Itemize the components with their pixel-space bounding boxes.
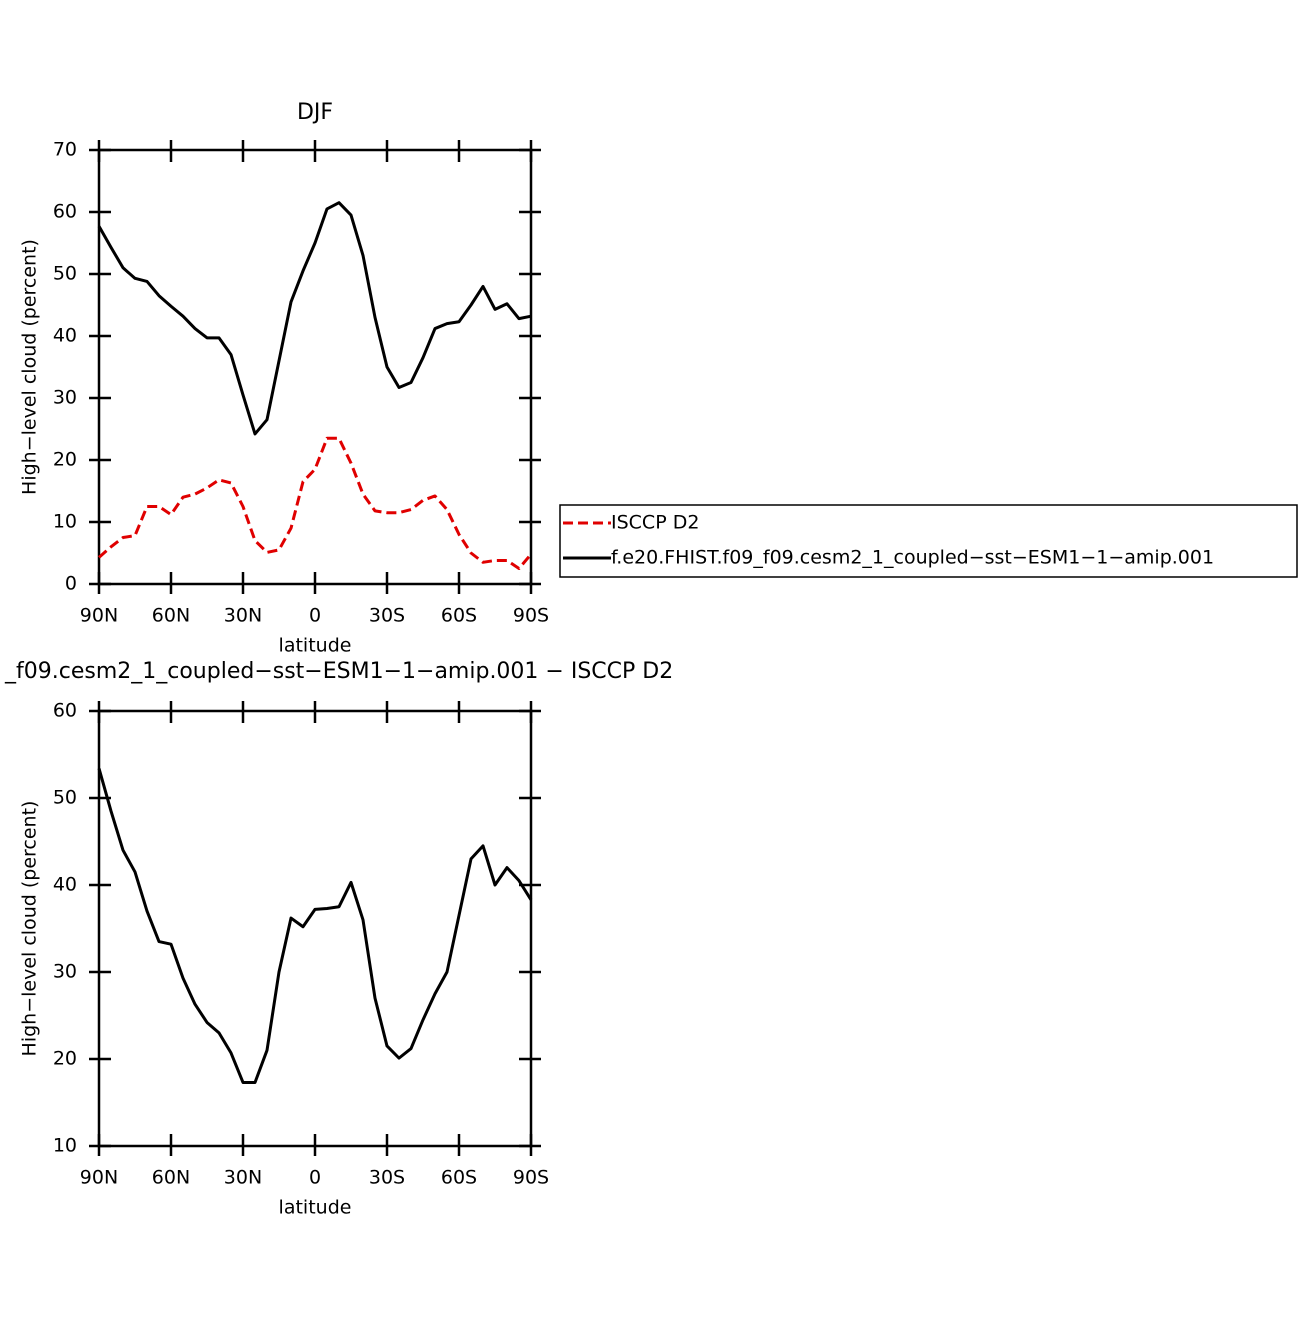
x-tick-label: 90N — [80, 605, 118, 627]
x-tick-label: 0 — [309, 605, 321, 627]
plot-frame — [97, 709, 533, 1148]
y-tick-label: 40 — [53, 874, 77, 896]
chart-title: DJF — [297, 100, 333, 125]
x-tick-label: 30S — [369, 1167, 405, 1189]
data-line — [97, 768, 533, 1084]
y-tick-label: 10 — [53, 1135, 77, 1157]
x-tick-label: 60S — [441, 605, 477, 627]
y-tick-label: 40 — [53, 325, 77, 347]
y-axis-label: High−level cloud (percent) — [19, 239, 41, 495]
x-axis-label: latitude — [279, 635, 352, 657]
y-tick-label: 60 — [53, 201, 77, 223]
y-tick-label: 70 — [53, 139, 77, 161]
x-tick-label: 60S — [441, 1167, 477, 1189]
x-axis-label: latitude — [279, 1197, 352, 1219]
x-tick-label: 30S — [369, 605, 405, 627]
data-line — [98, 436, 533, 570]
y-tick-label: 30 — [53, 961, 77, 983]
plot-frame — [97, 148, 533, 586]
y-tick-label: 10 — [53, 511, 77, 533]
legend-label: ISCCP D2 — [611, 512, 699, 534]
y-axis-label: High−level cloud (percent) — [19, 801, 41, 1057]
y-tick-label: 0 — [65, 573, 77, 595]
y-tick-label: 60 — [53, 700, 77, 722]
x-tick-label: 90N — [80, 1167, 118, 1189]
x-tick-label: 90S — [513, 1167, 549, 1189]
x-tick-label: 30N — [224, 605, 262, 627]
x-tick-label: 60N — [152, 1167, 190, 1189]
y-tick-label: 20 — [53, 1048, 77, 1070]
y-tick-label: 30 — [53, 387, 77, 409]
x-tick-label: 60N — [152, 605, 190, 627]
y-tick-label: 20 — [53, 449, 77, 471]
x-tick-label: 30N — [224, 1167, 262, 1189]
y-tick-label: 50 — [53, 263, 77, 285]
y-tick-label: 50 — [53, 787, 77, 809]
legend-box — [559, 504, 1298, 578]
x-tick-label: 0 — [309, 1167, 321, 1189]
chart-title: _f09.cesm2_1_coupled−sst−ESM1−1−amip.001… — [4, 659, 673, 684]
data-line — [97, 201, 532, 436]
x-tick-label: 90S — [513, 605, 549, 627]
legend-label: f.e20.FHIST.f09_f09.cesm2_1_coupled−sst−… — [611, 547, 1214, 569]
